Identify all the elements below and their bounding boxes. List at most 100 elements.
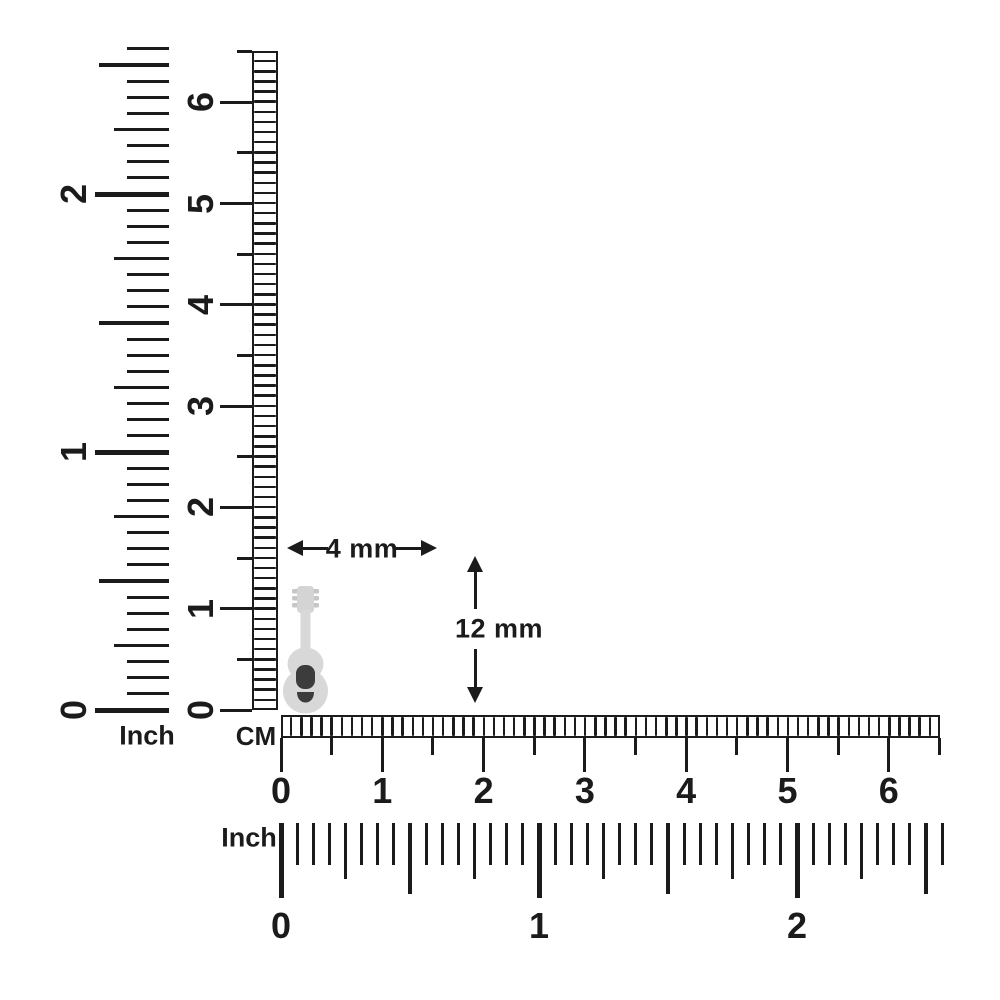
mm-cell-line: [543, 717, 546, 736]
half-cm-tick: [532, 738, 536, 755]
inch-tick: [698, 823, 702, 865]
mm-cell-line: [553, 717, 556, 736]
mm-cell-line: [857, 717, 861, 736]
inch-tick: [95, 191, 169, 197]
mm-cell-line: [533, 717, 536, 736]
inch-tick: [634, 823, 638, 865]
inch-tick: [114, 257, 169, 260]
mm-cell-line: [254, 232, 276, 235]
mm-cell-line: [254, 181, 276, 185]
inch-tick: [327, 823, 331, 865]
cm-tick: [220, 505, 252, 509]
cm-ruler-number: 3: [574, 770, 595, 811]
guitar-soundhole: [296, 665, 315, 689]
mm-cell-line: [746, 717, 749, 736]
mm-cell-line: [254, 272, 276, 276]
inch-ruler-number: 2: [53, 183, 94, 205]
cm-ruler-number: 5: [180, 193, 221, 214]
mm-cell-line: [512, 717, 516, 736]
half-cm-tick: [237, 252, 252, 256]
cm-tick: [220, 607, 252, 611]
inch-tick: [376, 823, 380, 865]
cm-ruler-number: 6: [878, 770, 899, 811]
mm-cell-line: [796, 717, 800, 736]
mm-cell-line: [685, 717, 688, 736]
mm-cell-line: [806, 717, 810, 736]
mm-cell-line: [300, 717, 303, 736]
inch-tick: [114, 386, 169, 389]
inch-tick: [311, 823, 315, 865]
width-dimension-label: 4 mm: [325, 533, 399, 564]
inch-ruler-number: 1: [528, 905, 550, 946]
dimension-line: [301, 546, 328, 550]
inch-ruler-number: 0: [270, 905, 292, 946]
mm-cell-line: [254, 576, 276, 580]
mm-cell-line: [254, 222, 276, 225]
mm-cell-line: [254, 607, 276, 610]
arrowhead-left-icon: [287, 540, 303, 556]
dimension-line: [473, 649, 477, 689]
mm-cell-line: [254, 151, 276, 154]
half-cm-tick: [735, 738, 739, 755]
inch-ruler-number: 2: [786, 905, 808, 946]
mm-cell-line: [254, 658, 276, 661]
mm-cell-line: [695, 717, 698, 736]
inch-tick: [127, 563, 169, 567]
mm-cell-line: [254, 130, 276, 134]
mm-cell-line: [360, 717, 364, 736]
guitar-tuning-pegs: [292, 589, 319, 608]
mm-cell-line: [254, 242, 276, 245]
cm-ruler-unit-label: CM: [235, 721, 277, 751]
half-cm-tick: [330, 738, 334, 755]
inch-tick: [731, 823, 734, 879]
inch-tick: [489, 823, 493, 865]
mm-cell-line: [254, 70, 276, 73]
mm-cell-line: [583, 717, 587, 736]
inch-tick: [127, 482, 169, 486]
inch-tick: [114, 515, 169, 518]
inch-tick: [505, 823, 509, 865]
guitar-lower-bout: [283, 668, 328, 714]
inch-tick: [95, 449, 169, 455]
inch-tick: [456, 823, 460, 865]
inch-tick: [569, 823, 573, 865]
half-cm-tick: [836, 738, 840, 755]
inch-tick: [127, 111, 169, 115]
mm-cell-line: [254, 211, 276, 215]
arrowhead-down-icon: [467, 687, 483, 703]
inch-tick: [714, 823, 718, 865]
inch-tick: [127, 369, 169, 373]
inch-tick: [424, 823, 428, 865]
mm-cell-line: [254, 282, 276, 286]
mm-cell-line: [644, 717, 648, 736]
inch-tick: [682, 823, 686, 865]
inch-tick: [553, 823, 557, 865]
guitar-charm: [283, 586, 328, 714]
inch-tick: [127, 418, 169, 422]
vertical-inch-ruler-unit-label: Inch: [119, 720, 175, 751]
mm-cell-line: [254, 627, 276, 631]
half-cm-tick: [937, 738, 941, 755]
mm-cell-line: [254, 140, 276, 144]
cm-tick: [380, 738, 384, 772]
mm-cell-line: [867, 717, 871, 736]
inch-tick: [585, 823, 589, 865]
inch-tick: [127, 676, 169, 680]
mm-cell-line: [254, 201, 276, 205]
mm-cell-line: [254, 536, 276, 539]
mm-band: [281, 715, 940, 738]
mm-cell-line: [254, 323, 276, 326]
half-cm-tick: [634, 738, 638, 755]
mm-cell-line: [254, 364, 276, 367]
mm-cell-line: [330, 717, 333, 736]
half-cm-tick: [431, 738, 435, 755]
cm-ruler-number: 6: [180, 92, 221, 113]
dimension-line: [473, 569, 477, 609]
inch-tick: [127, 627, 169, 631]
inch-ruler-number: 1: [53, 441, 94, 463]
mm-cell-line: [756, 717, 759, 736]
mm-cell-line: [452, 717, 455, 736]
mm-cell-line: [254, 505, 276, 509]
mm-cell-line: [502, 717, 506, 736]
